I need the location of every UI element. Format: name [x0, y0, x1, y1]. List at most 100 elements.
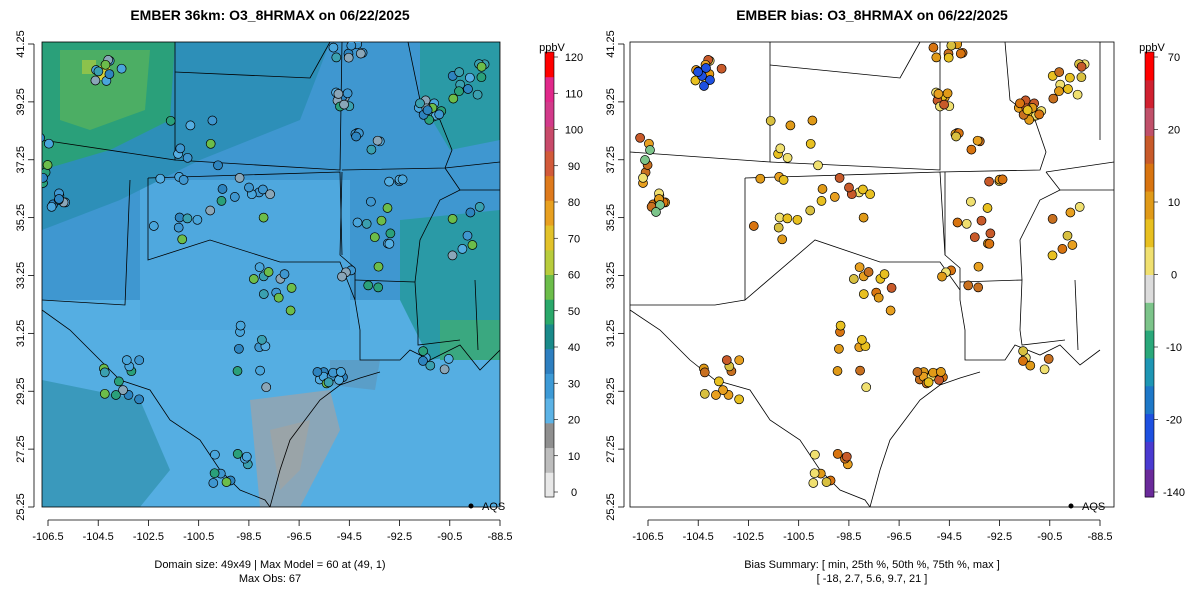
monitor-point: [221, 477, 232, 487]
monitor-point: [369, 232, 380, 243]
left-summary-line-1: Domain size: 49x49 | Max Model = 60 at (…: [154, 559, 385, 571]
monitor-point: [448, 93, 459, 104]
bias-point: [792, 214, 803, 225]
monitor-point: [476, 61, 487, 72]
monitor-point: [173, 222, 184, 233]
bias-point: [645, 145, 655, 155]
left-title: EMBER 36km: O3_8HRMAX on 06/22/2025: [130, 7, 410, 23]
x-tick-label: -90.5: [437, 531, 462, 543]
bias-point: [782, 213, 793, 224]
bias-point: [865, 189, 875, 200]
monitor-point: [261, 382, 272, 393]
monitor-point: [229, 192, 240, 202]
bias-point: [942, 88, 953, 99]
bias-point: [857, 334, 867, 345]
colorbar-swatch: [1145, 302, 1154, 331]
monitor-point: [352, 217, 363, 228]
bias-point: [1043, 354, 1054, 364]
bias-point: [858, 184, 868, 195]
colorbar-tick-label: 60: [568, 270, 580, 282]
monitor-point: [286, 283, 297, 293]
x-tick-label: -88.5: [1087, 531, 1112, 543]
x-tick-label: -92.5: [987, 531, 1012, 543]
bias-point: [834, 173, 845, 183]
monitor-point: [418, 356, 428, 366]
colorbar-swatch: [545, 175, 554, 201]
monitor-point: [336, 367, 346, 377]
bias-point: [934, 375, 944, 385]
x-tick-label: -102.5: [733, 531, 764, 543]
monitor-point: [258, 184, 268, 195]
bias-point: [1015, 98, 1025, 109]
monitor-point: [134, 394, 144, 405]
bias-point: [961, 218, 972, 229]
colorbar-swatch: [1145, 135, 1154, 164]
colorbar-swatch: [1145, 191, 1154, 220]
monitor-point: [234, 343, 244, 354]
monitor-point: [232, 449, 243, 459]
monitor-point: [376, 215, 387, 226]
monitor-point: [235, 320, 246, 331]
monitor-point: [263, 267, 274, 277]
bias-point: [1054, 86, 1064, 97]
bias-point: [966, 196, 976, 207]
monitor-point: [207, 115, 218, 126]
monitor-point: [474, 202, 485, 212]
bias-point: [1018, 356, 1028, 366]
bias-point: [997, 174, 1008, 185]
bias-point: [734, 355, 745, 366]
bias-point: [748, 221, 759, 231]
bias-point: [936, 367, 946, 377]
colorbar-tick-label: 70: [1168, 52, 1180, 64]
bias-point: [848, 274, 859, 284]
monitor-point: [465, 72, 475, 83]
bias-point: [808, 478, 819, 488]
bias-point: [1057, 244, 1068, 254]
colorbar-swatch: [1145, 218, 1154, 248]
monitor-point: [339, 99, 349, 110]
x-tick-label: -102.5: [133, 531, 164, 543]
monitor-point: [331, 52, 342, 63]
bias-point: [785, 120, 796, 131]
bias-point: [765, 115, 776, 126]
monitor-point: [148, 221, 159, 231]
bias-point: [805, 205, 816, 216]
bias-point: [635, 132, 645, 143]
monitor-point: [175, 143, 186, 154]
monitor-point: [210, 449, 220, 460]
colorbar-swatch: [545, 200, 554, 226]
bias-point: [821, 477, 832, 487]
monitor-point: [472, 89, 483, 100]
monitor-point: [182, 213, 193, 224]
colorbar-swatch: [545, 299, 554, 325]
colorbar-swatch: [545, 348, 554, 374]
colorbar-tick-label: -20: [1166, 415, 1182, 427]
monitor-point: [384, 238, 395, 249]
colorbar-swatch: [545, 323, 554, 350]
bias-point: [885, 305, 896, 316]
monitor-point: [178, 175, 189, 185]
colorbar-swatch: [1145, 441, 1154, 470]
bias-point: [1025, 360, 1036, 371]
x-tick-label: -96.5: [887, 531, 912, 543]
monitor-point: [346, 42, 357, 51]
y-tick-label: 27.25: [15, 435, 27, 463]
bias-point: [1047, 250, 1058, 261]
monitor-point: [255, 365, 265, 376]
colorbar-tick-label: 10: [568, 451, 580, 463]
colorbar-swatch: [545, 52, 554, 78]
bias-point: [1022, 105, 1033, 116]
monitor-point: [205, 138, 216, 149]
bias-point: [1065, 207, 1076, 218]
bias-point: [699, 81, 709, 91]
x-tick-label: -96.5: [287, 531, 312, 543]
monitor-point: [116, 63, 127, 74]
monitor-point: [454, 86, 464, 97]
x-tick-label: -104.5: [683, 531, 714, 543]
left-axes: -106.5 -104.5 -102.5 -100.5 -98.5 -96.5 -94.5 -…: [15, 30, 513, 543]
bias-point: [714, 376, 724, 387]
monitor-point: [114, 376, 124, 387]
colorbar-swatch: [545, 274, 554, 300]
bias-point: [816, 196, 827, 206]
